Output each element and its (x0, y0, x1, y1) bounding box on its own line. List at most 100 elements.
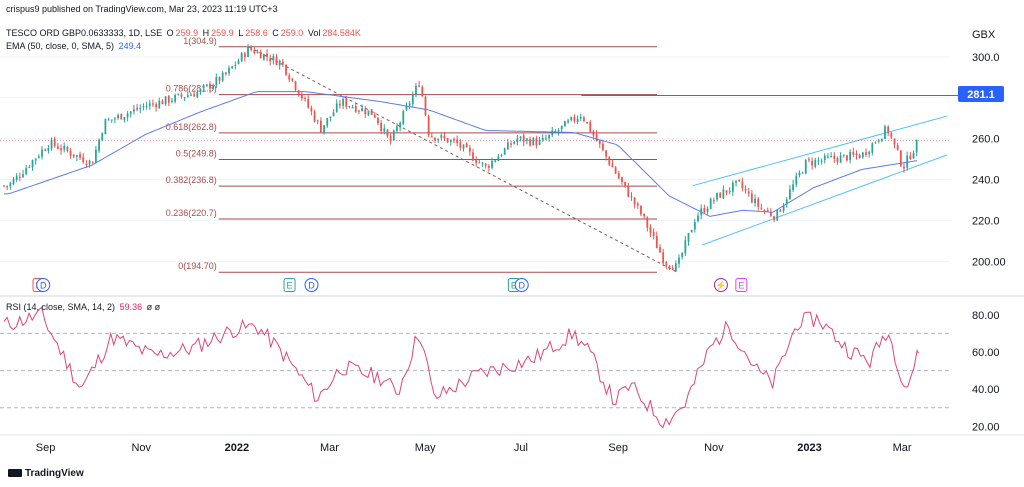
tradingview-logo-icon (8, 469, 22, 478)
candle-body (281, 61, 284, 65)
candle-body (269, 58, 272, 62)
candle-body (459, 142, 462, 148)
candle-body (155, 104, 158, 108)
candle-body (196, 91, 199, 98)
candle-body (310, 107, 313, 112)
candle-body (861, 152, 864, 158)
earnings-upcoming-marker[interactable]: E (735, 278, 748, 292)
candle-body (31, 160, 34, 168)
symbol-legend[interactable]: TESCO ORD GBP0.0633333, 1D, LSE O 259.9 H… (6, 28, 363, 38)
candle-body (757, 198, 760, 207)
candle-body (408, 103, 411, 106)
dividend-marker[interactable]: D (514, 278, 529, 292)
close-label: C (272, 28, 279, 38)
candle-body (903, 166, 905, 169)
candle-body (789, 189, 791, 199)
candle-body (250, 47, 253, 51)
price-tick-label: 220.0 (972, 215, 1000, 227)
candle-body (85, 163, 88, 165)
symbol-name: TESCO ORD GBP0.0633333, 1D, LSE (6, 28, 163, 38)
candle-body (114, 118, 116, 120)
candle-body (167, 95, 170, 103)
candle-body (684, 240, 687, 254)
candle-body (66, 147, 69, 151)
candle-body (405, 105, 408, 110)
rsi-axis[interactable]: 80.00 60.00 40.00 20.00 (972, 310, 1000, 433)
candle-body (621, 177, 623, 183)
price-tick-label: 300.0 (972, 52, 1000, 64)
rsi-legend[interactable]: RSI (14, close, SMA, 14, 2) 59.36 ø ø (6, 302, 162, 312)
ema-legend[interactable]: EMA (50, close, 0, SMA, 5) 249.4 (6, 41, 143, 51)
candle-body (627, 186, 630, 197)
candle-body (668, 265, 671, 268)
candle-body (117, 114, 119, 119)
candle-body (827, 156, 829, 158)
marker-glyph: ⚡ (715, 280, 726, 292)
candle-body (833, 155, 836, 159)
candle-body (798, 172, 801, 176)
candle-body (731, 182, 734, 192)
candle-body (345, 98, 348, 107)
candle-body (449, 139, 452, 143)
dividend-marker[interactable]: D (36, 278, 51, 292)
tradingview-logo[interactable]: TradingView (8, 468, 84, 479)
event-markers[interactable]: EDEDED⚡E (32, 278, 748, 292)
candle-body (522, 135, 525, 142)
candle-body (671, 268, 674, 270)
candle-body (139, 107, 142, 110)
rsi-label: RSI (14, close, SMA, 14, 2) (6, 302, 116, 312)
candle-body (259, 51, 262, 59)
candle-body (186, 95, 189, 98)
candle-body (158, 100, 161, 109)
fib-level-label: 0.5(249.8) (176, 149, 217, 159)
earnings-marker[interactable]: E (283, 278, 296, 292)
dividend-marker[interactable]: D (304, 278, 319, 292)
candle-body (808, 159, 810, 161)
candle-body (335, 103, 338, 112)
candle-body (129, 111, 132, 114)
candle-body (272, 56, 275, 61)
candle-body (440, 135, 443, 138)
marker-frame (36, 278, 51, 292)
candle-body (243, 53, 246, 58)
candle-body (697, 215, 699, 222)
candle-body (15, 175, 18, 181)
candle-body (437, 138, 440, 141)
candle-body (744, 188, 747, 191)
split-marker[interactable]: ⚡ (713, 278, 728, 292)
candle-body (877, 140, 880, 142)
low-label: L (238, 28, 244, 38)
high-label: H (202, 28, 210, 38)
candle-body (792, 184, 794, 191)
candle-body (763, 210, 766, 212)
candle-body (358, 110, 360, 112)
candle-body (560, 125, 563, 130)
time-axis[interactable]: Sep Nov 2022 Mar May Jul Sep Nov 2023 Mar (36, 442, 912, 454)
candle-body (82, 157, 85, 163)
fib-retracement[interactable]: 1(304.9) 0.786(281.5) 0.618(262.8) 0.5(249.… (166, 36, 678, 273)
ema-value: 249.4 (118, 41, 142, 51)
candle-body (174, 95, 177, 102)
drawings-layer[interactable] (0, 94, 958, 246)
candle-body (659, 247, 661, 253)
candle-body (687, 233, 690, 242)
candle-body (728, 190, 731, 192)
candle-body (624, 181, 627, 186)
candle-body (548, 134, 550, 139)
candle-body (231, 66, 234, 69)
candle-body (326, 118, 329, 126)
marker-glyph: E (511, 281, 517, 291)
candle-body (294, 81, 297, 90)
candle-body (839, 155, 842, 163)
candle-body (557, 130, 560, 132)
candle-body (262, 54, 265, 60)
candle-body (646, 217, 649, 228)
price-tick-label: 240.0 (972, 175, 1000, 187)
candle-body (44, 150, 47, 152)
candle-body (649, 226, 652, 233)
candle-body (316, 120, 319, 122)
candle-body (218, 76, 221, 82)
candle-body (630, 196, 633, 198)
